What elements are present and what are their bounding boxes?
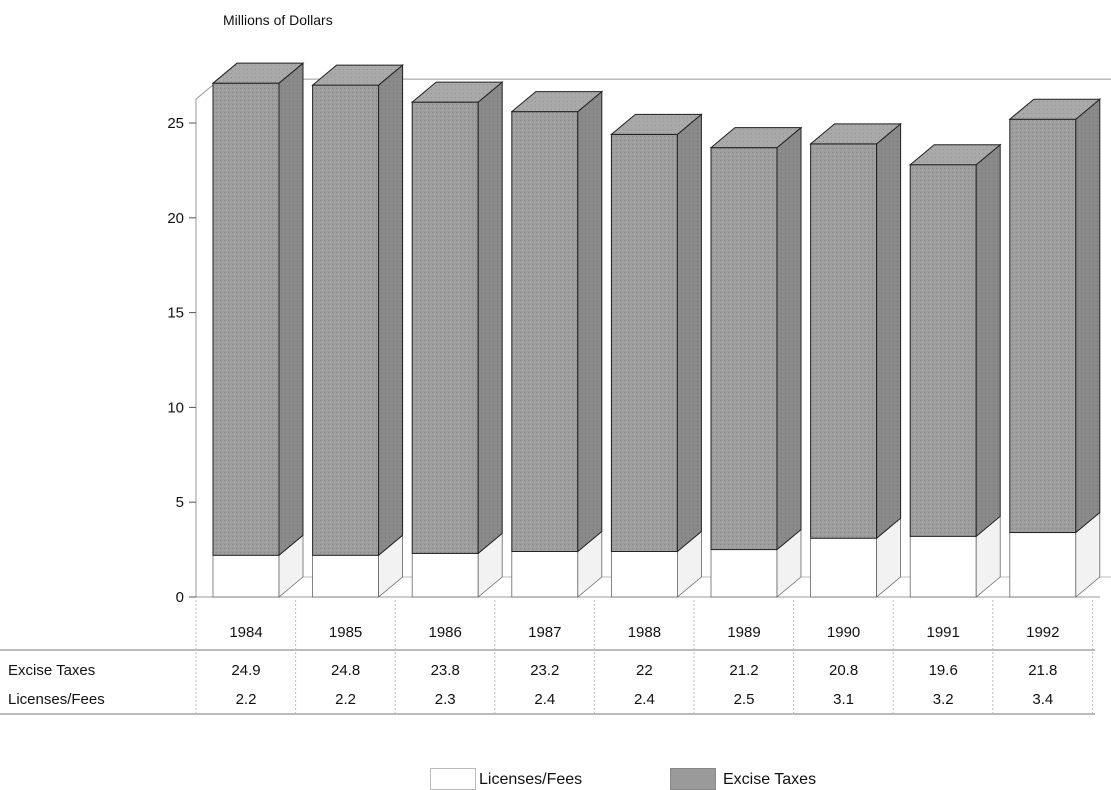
- data-label-licenses-fees: 3.4: [1032, 691, 1053, 708]
- x-tick-label: 1988: [628, 624, 661, 641]
- bar-excise-taxes-1988: [610, 133, 678, 552]
- bar-excise-taxes-top-1988: [610, 113, 703, 135]
- bar-excise-taxes-1992: [1009, 118, 1077, 534]
- data-label-licenses-fees: 3.1: [833, 691, 854, 708]
- bar-excise-taxes-side-1984: [278, 62, 304, 557]
- legend-label-excise-taxes: Excise Taxes: [723, 771, 817, 788]
- bar-excise-taxes-1985: [312, 84, 380, 556]
- chart-frame: [195, 78, 1111, 597]
- x-tick-label: 1991: [927, 624, 960, 641]
- bar-licenses-fees-1989: [710, 549, 778, 598]
- data-label-licenses-fees: 2.2: [236, 691, 257, 708]
- bar-excise-taxes-side-1985: [378, 64, 404, 557]
- bar-licenses-fees-1986: [411, 552, 479, 598]
- data-label-excise-taxes: 23.2: [530, 662, 559, 679]
- bar-group-1989: [709, 126, 803, 598]
- bar-excise-taxes-side-1992: [1075, 98, 1101, 534]
- bar-excise-taxes-side-1991: [975, 143, 1001, 538]
- y-tick-label: 5: [176, 494, 184, 511]
- bar-group-1986: [410, 81, 504, 598]
- data-label-licenses-fees: 2.3: [435, 691, 456, 708]
- bar-excise-taxes-top-1989: [709, 127, 803, 149]
- bar-excise-taxes-side-1989: [776, 126, 802, 551]
- bar-excise-taxes-1987: [511, 111, 579, 552]
- x-tick-label: 1987: [528, 624, 561, 641]
- bar-licenses-fees-1987: [511, 551, 579, 598]
- data-label-excise-taxes: 24.8: [331, 662, 360, 679]
- data-label-excise-taxes: 21.2: [729, 662, 758, 679]
- bar-excise-taxes-1990: [810, 143, 878, 539]
- y-tick-label: 0: [176, 589, 184, 606]
- legend-label-licenses-fees: Licenses/Fees: [479, 771, 583, 788]
- bar-licenses-fees-1985: [312, 554, 380, 598]
- x-tick-label: 1984: [229, 624, 262, 641]
- bar-excise-taxes-side-1988: [676, 113, 702, 553]
- bar-excise-taxes-top-1984: [211, 62, 305, 84]
- bar-group-1985: [311, 64, 404, 598]
- data-label-excise-taxes: 23.8: [431, 662, 460, 679]
- bar-excise-taxes-1984: [212, 82, 280, 556]
- x-tick-label: 1985: [329, 624, 362, 641]
- bar-licenses-fees-1990: [810, 537, 877, 598]
- x-tick-label: 1990: [827, 624, 860, 641]
- bar-licenses-fees-1988: [611, 551, 678, 598]
- data-label-excise-taxes: 22: [636, 662, 653, 679]
- data-label-licenses-fees: 3.2: [933, 691, 954, 708]
- bar-excise-taxes-side-1987: [577, 90, 603, 553]
- x-tick-label: 1986: [429, 624, 462, 641]
- bar-group-1984: [211, 62, 305, 598]
- bar-licenses-fees-1991: [909, 535, 977, 598]
- bar-licenses-fees-1992: [1009, 532, 1077, 598]
- bar-group-1992: [1008, 98, 1102, 598]
- bar-excise-taxes-1991: [909, 164, 977, 537]
- bar-excise-taxes-1986: [411, 101, 479, 554]
- bar-licenses-fees-1984: [212, 554, 280, 598]
- bar-group-1988: [610, 113, 703, 598]
- data-label-excise-taxes: 19.6: [929, 662, 958, 679]
- bar-excise-taxes-top-1992: [1008, 98, 1102, 120]
- bar-excise-taxes-top-1991: [908, 144, 1002, 166]
- bar-excise-taxes-top-1985: [311, 64, 404, 86]
- x-tick-label: 1989: [727, 624, 760, 641]
- x-tick-label: 1992: [1026, 624, 1059, 641]
- legend-swatch-excise-taxes: [670, 768, 716, 790]
- y-tick-label: 10: [167, 399, 184, 416]
- bar-excise-taxes-side-1990: [876, 122, 902, 540]
- table-row-header: Licenses/Fees: [8, 691, 105, 708]
- bar-group-1990: [809, 122, 902, 598]
- data-label-licenses-fees: 2.5: [734, 691, 755, 708]
- y-tick-label: 15: [167, 305, 184, 322]
- data-label-licenses-fees: 2.4: [634, 691, 655, 708]
- bar-group-1987: [510, 90, 604, 598]
- y-tick-label: 20: [167, 210, 184, 227]
- data-label-excise-taxes: 21.8: [1028, 662, 1057, 679]
- data-label-excise-taxes: 24.9: [231, 662, 260, 679]
- y-tick-label: 25: [167, 115, 184, 132]
- data-label-licenses-fees: 2.4: [534, 691, 555, 708]
- table-row-header: Excise Taxes: [8, 662, 95, 679]
- data-label-licenses-fees: 2.2: [335, 691, 356, 708]
- bar-excise-taxes-1989: [710, 147, 778, 551]
- bar-group-1991: [908, 143, 1002, 598]
- bar-excise-taxes-top-1987: [510, 91, 604, 113]
- y-axis-label: Millions of Dollars: [223, 12, 333, 28]
- data-label-excise-taxes: 20.8: [829, 662, 858, 679]
- legend-swatch-licenses-fees: [430, 768, 476, 790]
- bar-excise-taxes-top-1986: [410, 81, 504, 103]
- bar-excise-taxes-side-1986: [477, 81, 503, 555]
- bar-excise-taxes-top-1990: [809, 123, 902, 145]
